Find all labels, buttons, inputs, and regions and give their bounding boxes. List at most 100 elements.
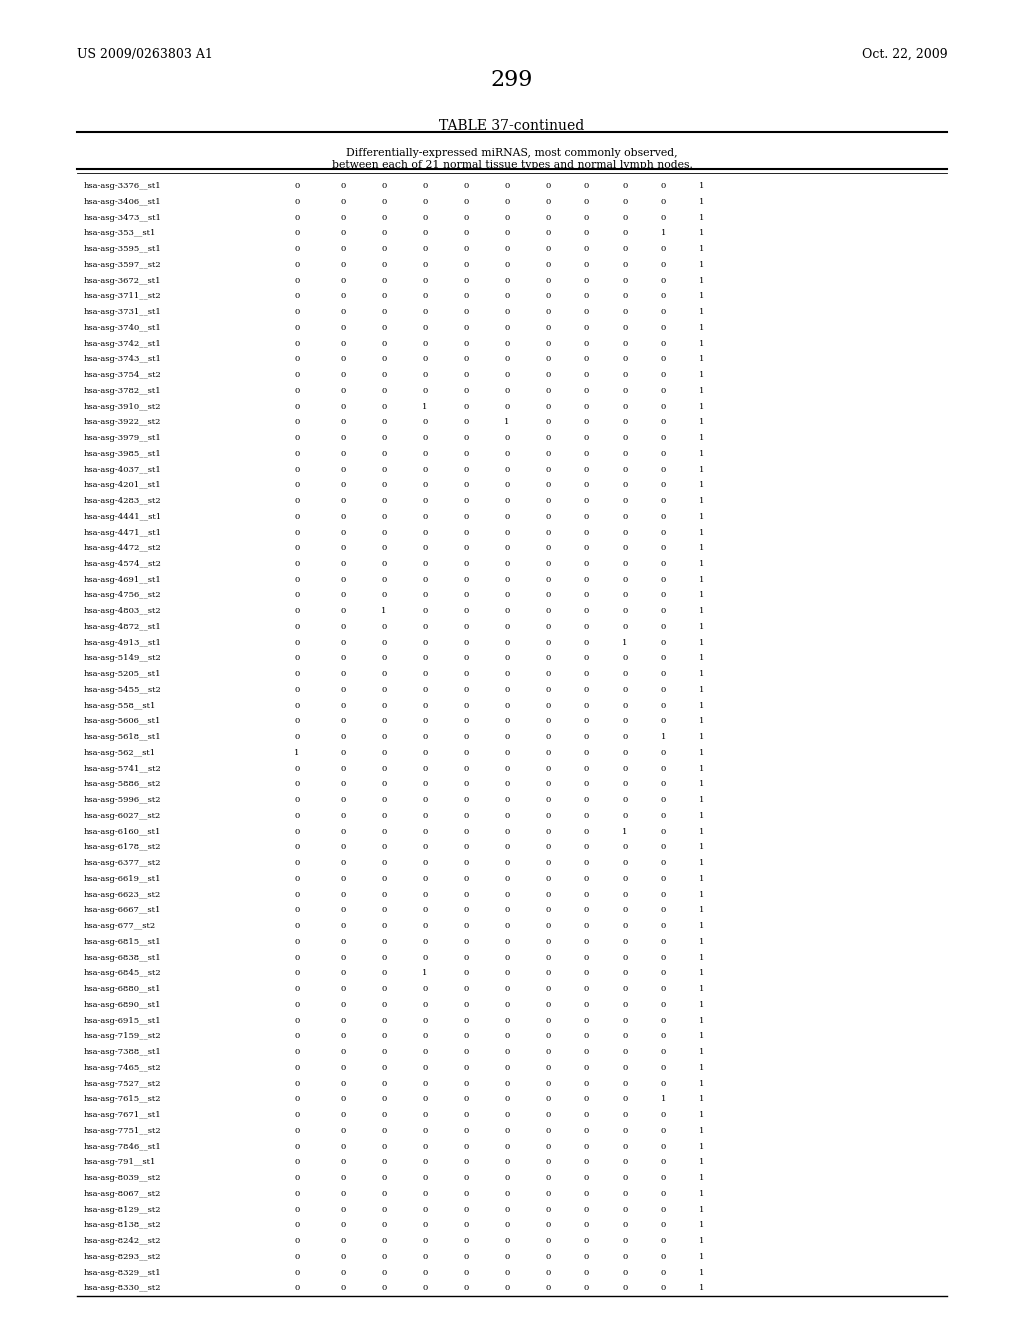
- Text: 0: 0: [422, 482, 428, 490]
- Text: 0: 0: [463, 403, 469, 411]
- Text: hsa-asg-3731__st1: hsa-asg-3731__st1: [84, 308, 162, 315]
- Text: 1: 1: [698, 812, 705, 820]
- Text: 0: 0: [381, 387, 387, 395]
- Text: 0: 0: [422, 214, 428, 222]
- Text: hsa-asg-3985__st1: hsa-asg-3985__st1: [84, 450, 162, 458]
- Text: 0: 0: [622, 466, 628, 474]
- Text: 0: 0: [294, 1237, 300, 1245]
- Text: hsa-asg-4574__st2: hsa-asg-4574__st2: [84, 560, 162, 568]
- Text: 0: 0: [381, 576, 387, 583]
- Text: 0: 0: [381, 923, 387, 931]
- Text: 0: 0: [660, 339, 667, 347]
- Text: 0: 0: [545, 1048, 551, 1056]
- Text: 0: 0: [422, 985, 428, 993]
- Text: hsa-asg-3597__st2: hsa-asg-3597__st2: [84, 261, 162, 269]
- Text: 0: 0: [422, 1173, 428, 1183]
- Text: 0: 0: [422, 277, 428, 285]
- Text: hsa-asg-4872__st1: hsa-asg-4872__st1: [84, 623, 162, 631]
- Text: 0: 0: [660, 828, 667, 836]
- Text: 0: 0: [545, 1173, 551, 1183]
- Text: 0: 0: [381, 939, 387, 946]
- Text: 0: 0: [504, 1237, 510, 1245]
- Text: hsa-asg-8067__st2: hsa-asg-8067__st2: [84, 1189, 162, 1197]
- Text: 0: 0: [504, 702, 510, 710]
- Text: 0: 0: [422, 1284, 428, 1292]
- Text: 0: 0: [381, 466, 387, 474]
- Text: 0: 0: [463, 450, 469, 458]
- Text: 0: 0: [622, 450, 628, 458]
- Text: 1: 1: [698, 214, 705, 222]
- Text: 0: 0: [294, 214, 300, 222]
- Text: 0: 0: [622, 292, 628, 301]
- Text: 0: 0: [422, 1064, 428, 1072]
- Text: 0: 0: [583, 434, 589, 442]
- Text: 0: 0: [422, 434, 428, 442]
- Text: 0: 0: [340, 323, 346, 331]
- Text: 0: 0: [622, 1143, 628, 1151]
- Text: 0: 0: [463, 371, 469, 379]
- Text: 0: 0: [381, 671, 387, 678]
- Text: 0: 0: [340, 1269, 346, 1276]
- Text: 0: 0: [660, 403, 667, 411]
- Text: 0: 0: [294, 1189, 300, 1197]
- Text: hsa-asg-6027__st2: hsa-asg-6027__st2: [84, 812, 161, 820]
- Text: 0: 0: [583, 953, 589, 962]
- Text: 0: 0: [463, 985, 469, 993]
- Text: 0: 0: [463, 1284, 469, 1292]
- Text: 0: 0: [381, 323, 387, 331]
- Text: 0: 0: [463, 623, 469, 631]
- Text: 0: 0: [340, 339, 346, 347]
- Text: 0: 0: [294, 923, 300, 931]
- Text: 0: 0: [381, 544, 387, 552]
- Text: 0: 0: [660, 671, 667, 678]
- Text: 0: 0: [504, 1221, 510, 1229]
- Text: 0: 0: [463, 482, 469, 490]
- Text: 0: 0: [504, 953, 510, 962]
- Text: 0: 0: [504, 875, 510, 883]
- Text: hsa-asg-4472__st2: hsa-asg-4472__st2: [84, 544, 162, 552]
- Text: 1: 1: [698, 466, 705, 474]
- Text: 0: 0: [622, 923, 628, 931]
- Text: 0: 0: [463, 387, 469, 395]
- Text: 1: 1: [698, 1096, 705, 1104]
- Text: 0: 0: [381, 1269, 387, 1276]
- Text: 0: 0: [381, 261, 387, 269]
- Text: 0: 0: [381, 748, 387, 756]
- Text: hsa-asg-8293__st2: hsa-asg-8293__st2: [84, 1253, 162, 1261]
- Text: 0: 0: [422, 512, 428, 521]
- Text: 0: 0: [294, 1159, 300, 1167]
- Text: 0: 0: [622, 308, 628, 315]
- Text: 0: 0: [583, 875, 589, 883]
- Text: 0: 0: [294, 812, 300, 820]
- Text: 0: 0: [545, 671, 551, 678]
- Text: 0: 0: [381, 796, 387, 804]
- Text: 0: 0: [463, 1001, 469, 1008]
- Text: hsa-asg-791__st1: hsa-asg-791__st1: [84, 1159, 157, 1167]
- Text: 0: 0: [504, 671, 510, 678]
- Text: 1: 1: [698, 182, 705, 190]
- Text: 0: 0: [545, 403, 551, 411]
- Text: 0: 0: [294, 1173, 300, 1183]
- Text: 0: 0: [463, 1189, 469, 1197]
- Text: 0: 0: [504, 355, 510, 363]
- Text: 0: 0: [622, 1001, 628, 1008]
- Text: 0: 0: [660, 1253, 667, 1261]
- Text: 1: 1: [622, 828, 628, 836]
- Text: 0: 0: [381, 686, 387, 694]
- Text: 1: 1: [698, 560, 705, 568]
- Text: hsa-asg-7159__st2: hsa-asg-7159__st2: [84, 1032, 162, 1040]
- Text: 0: 0: [545, 1032, 551, 1040]
- Text: 0: 0: [422, 1127, 428, 1135]
- Text: 0: 0: [504, 828, 510, 836]
- Text: hsa-asg-6815__st1: hsa-asg-6815__st1: [84, 939, 162, 946]
- Text: hsa-asg-3595__st1: hsa-asg-3595__st1: [84, 246, 162, 253]
- Text: 0: 0: [381, 875, 387, 883]
- Text: 0: 0: [622, 702, 628, 710]
- Text: 1: 1: [698, 843, 705, 851]
- Text: hsa-asg-3754__st2: hsa-asg-3754__st2: [84, 371, 162, 379]
- Text: 0: 0: [381, 482, 387, 490]
- Text: 0: 0: [504, 591, 510, 599]
- Text: 0: 0: [583, 796, 589, 804]
- Text: 0: 0: [463, 655, 469, 663]
- Text: 0: 0: [504, 466, 510, 474]
